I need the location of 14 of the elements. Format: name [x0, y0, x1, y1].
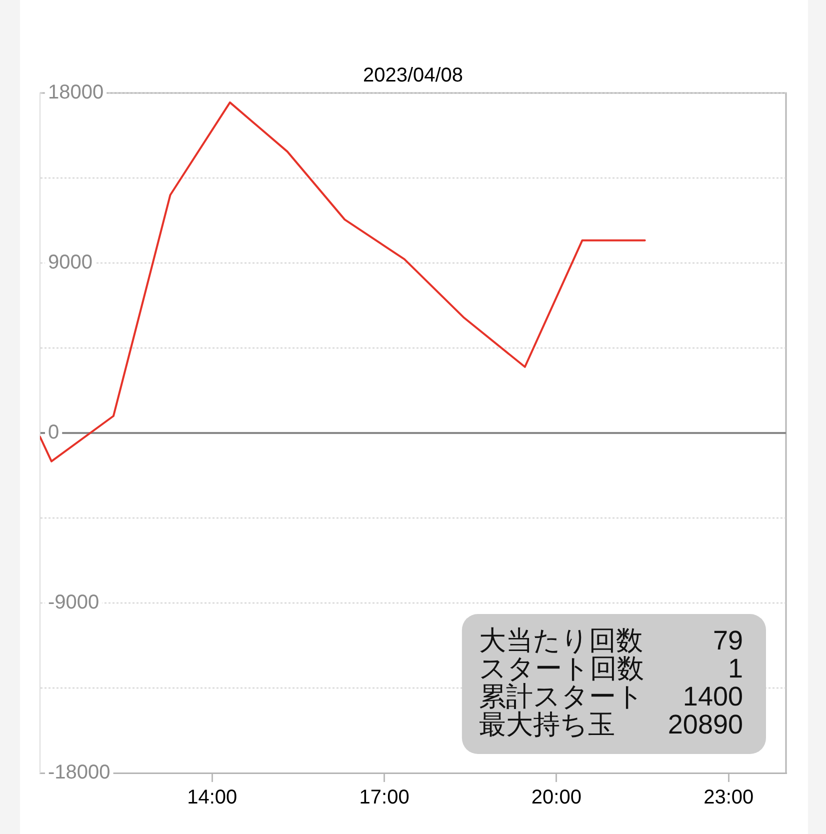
text: 最大持ち玉 20890: [478, 709, 743, 740]
x-tick-label: 17:00: [359, 786, 410, 809]
y-tick-label: -18000: [48, 762, 110, 784]
y-tick-label: 0: [48, 422, 60, 444]
text: 累計スタート 1400: [478, 681, 743, 712]
y-tick-label: 18000: [48, 82, 104, 104]
y-tick-label: 9000: [48, 252, 92, 274]
text: 大当たり回数 79: [478, 625, 743, 656]
x-tick-label: 20:00: [531, 786, 582, 809]
chart-title: 2023/04/08: [362, 64, 464, 87]
x-tick-label: 14:00: [187, 786, 238, 809]
text: スタート回数 1: [478, 653, 743, 684]
x-tick-label: 23:00: [704, 786, 754, 809]
y-tick-label: -9000: [48, 592, 100, 614]
